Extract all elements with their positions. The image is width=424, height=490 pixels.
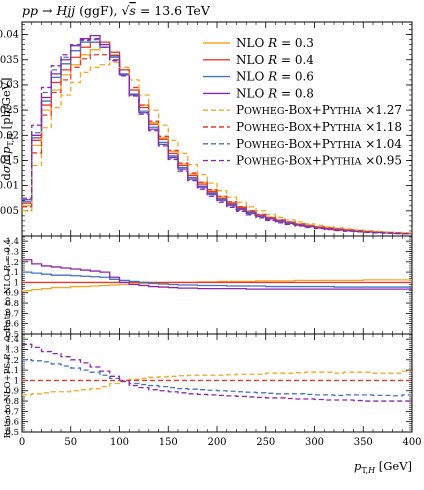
x-tick-label: 50 <box>64 437 77 448</box>
ratio-nlops-y-axis: 0.50.60.70.80.911.11.21.31.4 <box>5 334 412 438</box>
ratio-nlo-ytick-label: 1.3 <box>5 247 19 257</box>
main-ytick-label: 0.005 <box>0 206 19 217</box>
ratio-nlo-ytick-label: 0.9 <box>5 289 19 299</box>
main-ytick-label: 0.04 <box>0 30 19 41</box>
main-series-powheg-box-pythia-1-04 <box>22 38 412 235</box>
main-y-axis: 0.005 0.01 0.015 0.02 0.025 0.03 0.035 0.04 <box>0 24 412 237</box>
main-ytick-label: 0.03 <box>0 80 19 91</box>
ratio-nlops-series-powheg-box-pythia-0-95 <box>22 343 412 402</box>
ratio-nlo-series <box>22 259 412 292</box>
ratio-nlo-ytick-label: 1.4 <box>5 237 19 247</box>
x-tick-label: 300 <box>305 437 324 448</box>
ratio-nlops-ytick-label: 0.9 <box>5 387 19 397</box>
y-axis-label: dσ/dpT,H [pb/GeV] <box>0 77 15 180</box>
ratio-nlops-series-powheg-box-pythia-1-04 <box>22 359 412 397</box>
x-tick-label: 400 <box>402 437 421 448</box>
main-ytick-label: 0.01 <box>0 181 19 192</box>
ratio-nlo-y-axis: 0.50.60.70.80.911.11.21.31.4 <box>5 236 412 340</box>
legend-label: NLO R = 0.4 <box>236 53 314 67</box>
legend-entry-powheg-box-pythia-0-95: POWHEG-BOX+PYTHIA ×0.95 <box>203 154 402 168</box>
ratio-nlops-ytick-label: 1.3 <box>5 345 19 355</box>
main-x-axis <box>21 22 413 236</box>
ratio-nlops-ytick-label: 1 <box>14 376 19 386</box>
ratio-nlo-ytick-label: 1.2 <box>5 258 19 268</box>
main-ytick-label: 0.015 <box>0 155 19 166</box>
ratio-panel-nlo: 0.50.60.70.80.911.11.21.31.4 Ratio to NL… <box>3 235 413 340</box>
main-panel: 0.005 0.01 0.015 0.02 0.025 0.03 0.035 0.04 dσ/… <box>0 21 413 237</box>
x-tick-label: 200 <box>207 437 226 448</box>
ratio-nlo-ytick-label: 0.7 <box>5 309 19 319</box>
x-tick-label: 350 <box>354 437 373 448</box>
legend-label: POWHEG-BOX+PYTHIA ×0.95 <box>236 154 402 168</box>
x-tick-label: 100 <box>110 437 129 448</box>
ratio-nlo-ytick-label: 0.5 <box>5 330 19 340</box>
ratio-nlops-ytick-label: 0.5 <box>5 428 19 438</box>
x-tick-labels: 0 50 100 150 200 250 300 350 400 <box>19 437 422 448</box>
main-series-nlo-r-0-4 <box>22 41 412 234</box>
ratio-nlops-ytick-label: 0.7 <box>5 407 19 417</box>
legend-label: POWHEG-BOX+PYTHIA ×1.27 <box>236 103 402 117</box>
ratio-panel-nlops-frame <box>21 333 413 433</box>
ratio-nlops-series <box>22 343 412 402</box>
ratio-nlo-series-nlo-r-0-8 <box>22 259 412 290</box>
legend-entry-nlo-r-0-4: NLO R = 0.4 <box>203 53 314 67</box>
main-series <box>22 34 412 235</box>
legend: NLO R = 0.3 NLO R = 0.4 NLO R = 0.6 NLO R =… <box>203 36 402 168</box>
legend-entry-nlo-r-0-6: NLO R = 0.6 <box>203 70 314 84</box>
ratio-nlo-ytick-label: 1 <box>14 278 19 288</box>
legend-label: POWHEG-BOX+PYTHIA ×1.18 <box>236 120 402 134</box>
main-series-powheg-box-pythia-0-95 <box>22 37 412 235</box>
ratio-nlo-ytick-label: 0.6 <box>5 320 19 330</box>
ratio-nlo-label: Ratio to NLO R = 0.4 <box>3 239 13 331</box>
legend-entry-nlo-r-0-3: NLO R = 0.3 <box>203 36 314 50</box>
ratio-nlops-ytick-label: 0.8 <box>5 397 19 407</box>
legend-entry-powheg-box-pythia-1-27: POWHEG-BOX+PYTHIA ×1.27 <box>203 103 402 117</box>
legend-entry-powheg-box-pythia-1-18: POWHEG-BOX+PYTHIA ×1.18 <box>203 120 402 134</box>
ratio-panel-nlops: 0.50.60.70.80.911.11.21.31.4 Ratio to NL… <box>3 328 413 439</box>
ratio-nlops-ytick-label: 0.6 <box>5 418 19 428</box>
ratio-nlops-label: Ratio to NLO+PS R = 0.4 <box>3 328 13 439</box>
ratio-nlops-ytick-label: 1.1 <box>5 366 19 376</box>
legend-label: NLO R = 0.3 <box>236 36 314 50</box>
x-axis-label: pT,H [GeV] <box>354 459 412 475</box>
ratio-nlops-ytick-label: 1.4 <box>5 335 19 345</box>
x-tick-label: 0 <box>19 437 25 448</box>
chart-title: pp → Hjj (ggF), √s = 13.6 TeV <box>22 3 211 18</box>
legend-label: NLO R = 0.6 <box>236 70 314 84</box>
main-ytick-label: 0.035 <box>0 55 19 66</box>
ratio-nlo-ytick-label: 0.8 <box>5 299 19 309</box>
legend-label: POWHEG-BOX+PYTHIA ×1.04 <box>236 137 402 151</box>
legend-label: NLO R = 0.8 <box>236 86 314 100</box>
x-tick-label: 250 <box>256 437 275 448</box>
legend-entry-powheg-box-pythia-1-04: POWHEG-BOX+PYTHIA ×1.04 <box>203 137 402 151</box>
main-series-nlo-r-0-6 <box>22 41 412 235</box>
x-tick-label: 150 <box>159 437 178 448</box>
ratio-nlops-ytick-label: 1.2 <box>5 356 19 366</box>
legend-entry-nlo-r-0-8: NLO R = 0.8 <box>203 86 314 100</box>
main-ytick-label: 0.025 <box>0 105 19 116</box>
ratio-nlo-series-nlo-r-0-6 <box>22 271 412 288</box>
ratio-nlo-ytick-label: 1.1 <box>5 268 19 278</box>
main-ytick-label: 0.02 <box>0 130 19 141</box>
ratio-nlops-x-axis <box>21 334 413 432</box>
ratio-nlops-series-powheg-box-pythia-1-27 <box>22 370 412 396</box>
